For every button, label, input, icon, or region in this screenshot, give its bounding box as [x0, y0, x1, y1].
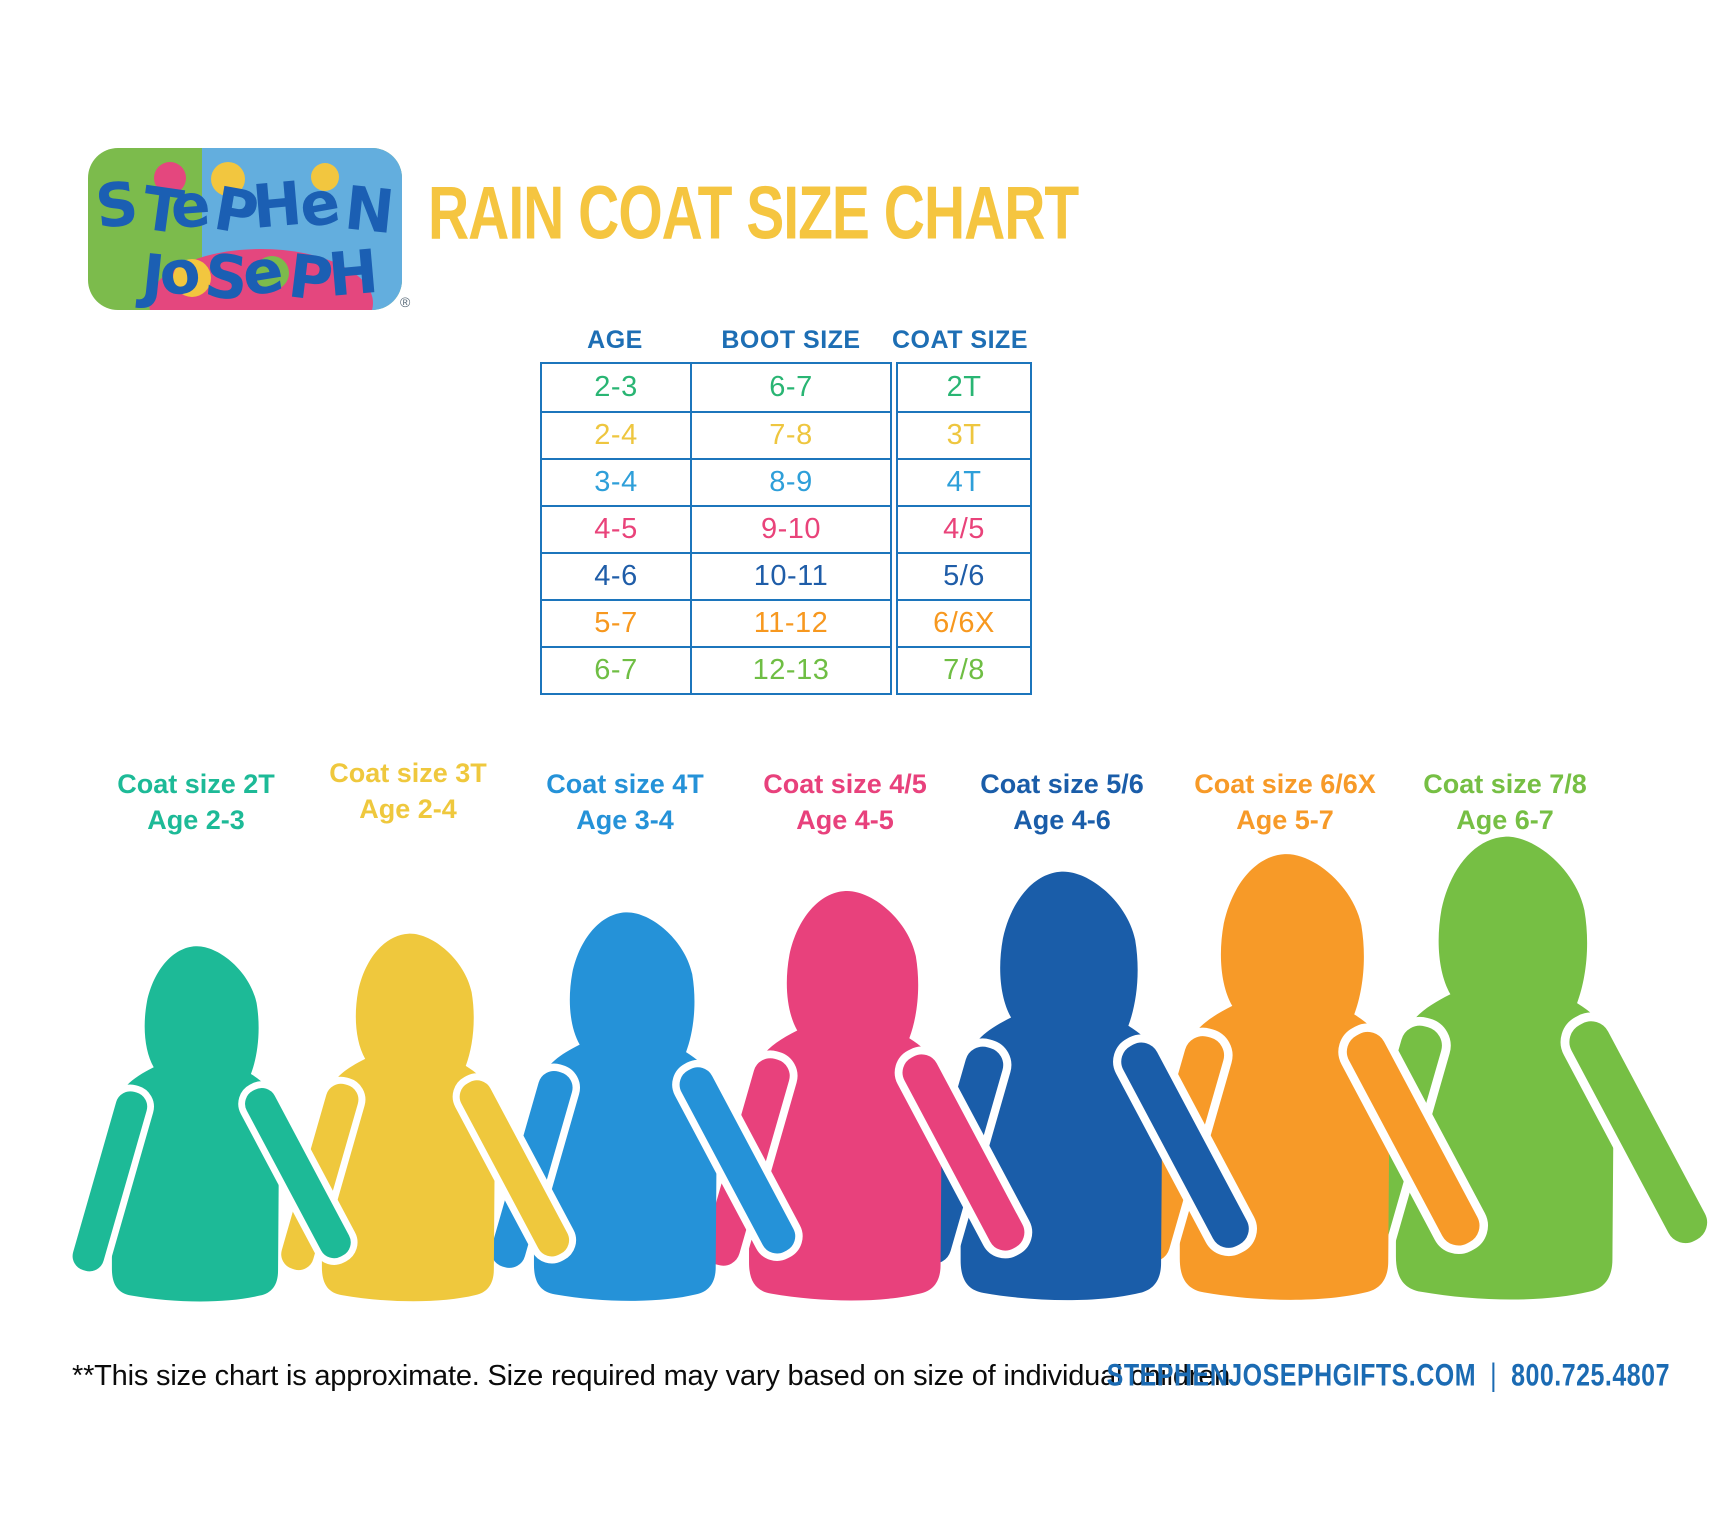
age-cell: 4-5 — [542, 507, 692, 552]
age-cell: 5-7 — [542, 601, 692, 646]
size-table: 2-3 6-7 2-4 7-8 3-4 8-9 4-5 9-10 4-6 10-11 5-7 11-1… — [540, 362, 1032, 695]
separator: | — [1490, 1358, 1498, 1393]
coat-label: Coat size 4/5 Age 4-5 — [725, 766, 965, 838]
logo-dot-green — [255, 256, 289, 290]
coat-size-cell: 3T — [946, 419, 982, 451]
coat-label: Coat size 7/8 Age 6-7 — [1385, 766, 1625, 838]
boot-size-cell: 10-11 — [753, 560, 829, 592]
header-boot-size: BOOT SIZE — [721, 326, 861, 354]
age-cell: 6-7 — [542, 648, 692, 693]
logo-dot-pink — [154, 162, 186, 194]
table-row: 4-5 9-10 — [542, 505, 890, 552]
coat-size-label: Coat size 5/6 — [980, 769, 1144, 799]
table-row: 2T — [898, 364, 1030, 411]
table-row: 2-4 7-8 — [542, 411, 890, 458]
footnote: **This size chart is approximate. Size r… — [72, 1360, 1238, 1392]
coat-label: Coat size 3T Age 2-4 — [288, 755, 528, 827]
logo-dot-yellow-2 — [311, 163, 339, 191]
coat-label: Coat size 4T Age 3-4 — [505, 766, 745, 838]
age-cell: 2-3 — [542, 364, 692, 411]
phone-number: 800.725.4807 — [1511, 1358, 1670, 1393]
boot-size-cell: 8-9 — [769, 466, 813, 498]
logo-dot-yellow-3 — [173, 259, 211, 297]
table-row: 6-7 12-13 — [542, 646, 890, 693]
table-row: 3T — [898, 411, 1030, 458]
page-title: RAIN COAT SIZE CHART — [428, 171, 1079, 256]
header-age: AGE — [587, 326, 643, 354]
coat-size-cell: 6/6X — [933, 607, 995, 639]
coat-age-label: Age 6-7 — [1456, 805, 1554, 835]
table-row: 5-7 11-12 — [542, 599, 890, 646]
table-row: 4T — [898, 458, 1030, 505]
footer-contact: STEPHENJOSEPHGIFTS.COM | 800.725.4807 — [1107, 1358, 1670, 1394]
registered-mark: ® — [400, 294, 411, 310]
coat-size-label: Coat size 3T — [329, 758, 487, 788]
coat-age-label: Age 4-5 — [796, 805, 894, 835]
stephen-joseph-logo: STePHeN JoSePH — [88, 148, 402, 310]
table-row: 3-4 8-9 — [542, 458, 890, 505]
logo-word-joseph: JoSePH — [134, 235, 381, 310]
table-row: 5/6 — [898, 552, 1030, 599]
table-row: 4/5 — [898, 505, 1030, 552]
coat-size-cell: 7/8 — [943, 654, 985, 686]
size-table-left-box: 2-3 6-7 2-4 7-8 3-4 8-9 4-5 9-10 4-6 10-11 5-7 11-1… — [540, 362, 892, 695]
boot-size-cell: 11-12 — [753, 607, 829, 639]
table-row: 2-3 6-7 — [542, 364, 890, 411]
size-table-headers: AGE BOOT SIZE COAT SIZE — [540, 326, 1032, 356]
coat-size-cell: 4T — [946, 466, 982, 498]
coat-size-cell: 4/5 — [943, 513, 985, 545]
coat-label: Coat size 2T Age 2-3 — [76, 766, 316, 838]
website: STEPHENJOSEPHGIFTS.COM — [1106, 1358, 1477, 1393]
boot-size-cell: 9-10 — [760, 513, 822, 545]
coat-size-label: Coat size 4/5 — [763, 769, 927, 799]
boot-size-cell: 12-13 — [752, 654, 830, 686]
table-row: 6/6X — [898, 599, 1030, 646]
table-row: 4-6 10-11 — [542, 552, 890, 599]
age-cell: 2-4 — [542, 413, 692, 458]
coat-size-label: Coat size 4T — [546, 769, 704, 799]
coat-age-label: Age 2-3 — [147, 805, 245, 835]
coat-size-cell: 5/6 — [943, 560, 985, 592]
table-row: 7/8 — [898, 646, 1030, 693]
coat-size-cell: 2T — [946, 371, 982, 403]
coat-label: Coat size 6/6X Age 5-7 — [1165, 766, 1405, 838]
logo-dot-yellow-1 — [211, 162, 245, 196]
coat-size-label: Coat size 6/6X — [1194, 769, 1376, 799]
coat-silhouette — [26, 935, 365, 1308]
boot-size-cell: 6-7 — [769, 371, 813, 403]
coat-age-label: Age 3-4 — [576, 805, 674, 835]
coat-size-label: Coat size 2T — [117, 769, 275, 799]
boot-size-cell: 7-8 — [769, 419, 813, 451]
coat-size-label: Coat size 7/8 — [1423, 769, 1587, 799]
header-coat-size: COAT SIZE — [892, 326, 1028, 354]
coat-age-label: Age 4-6 — [1013, 805, 1111, 835]
coat-age-label: Age 5-7 — [1236, 805, 1334, 835]
coat-age-label: Age 2-4 — [359, 794, 457, 824]
age-cell: 3-4 — [542, 460, 692, 505]
size-table-coat-box: 2T 3T 4T 4/5 5/6 6/6X 7/8 — [896, 362, 1032, 695]
coat-label: Coat size 5/6 Age 4-6 — [942, 766, 1182, 838]
age-cell: 4-6 — [542, 554, 692, 599]
